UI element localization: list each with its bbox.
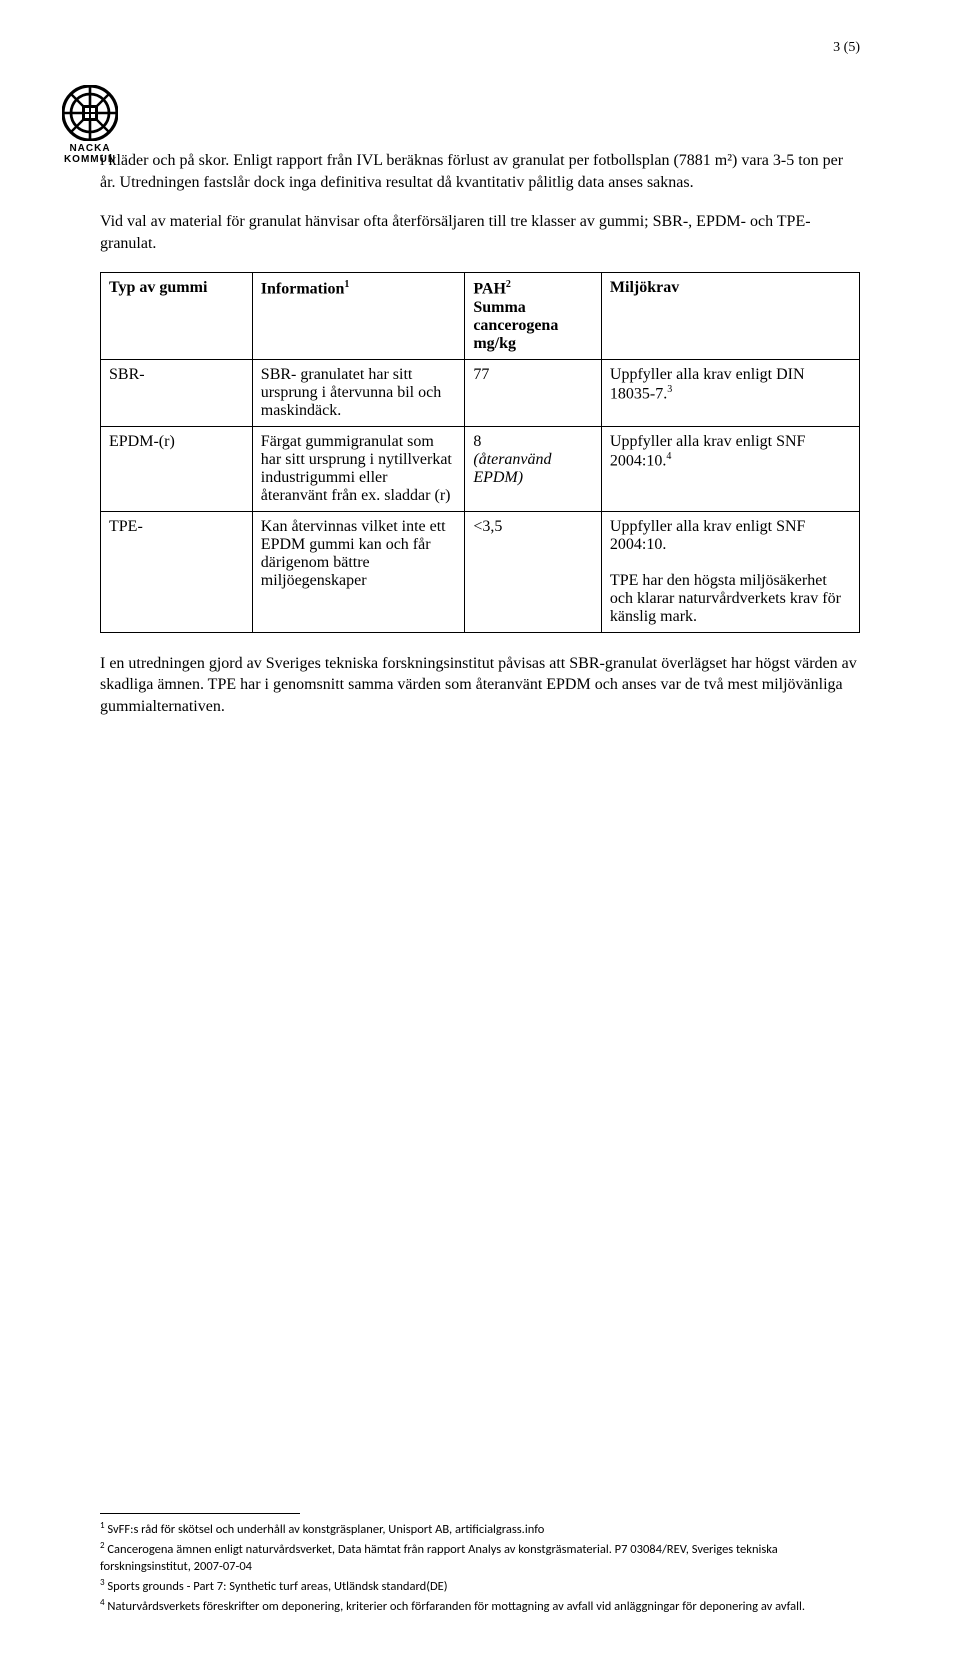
- footnote-3-text: Sports grounds - Part 7: Synthetic turf …: [105, 1579, 448, 1594]
- cell-tpe-krav-b: TPE har den högsta miljösäkerhet och kla…: [610, 572, 841, 625]
- granulat-table: Typ av gummi Information1 PAH2 Summa can…: [100, 272, 860, 632]
- cell-epdm-pah-note: (återanvänd EPDM): [473, 451, 551, 486]
- cell-tpe-pah: <3,5: [465, 511, 602, 632]
- footnote-divider: [100, 1513, 300, 1514]
- cell-epdm-info: Färgat gummigranulat som har sitt urspru…: [252, 426, 465, 511]
- cell-tpe-name: TPE-: [101, 511, 253, 632]
- header-pah-sup: 2: [506, 279, 511, 290]
- cell-sbr-info: SBR- granulatet har sitt ursprung i åter…: [252, 359, 465, 426]
- footnote-2-text: Cancerogena ämnen enligt naturvårdsverke…: [100, 1542, 778, 1574]
- header-information: Information1: [252, 273, 465, 359]
- cell-epdm-name: EPDM-(r): [101, 426, 253, 511]
- globe-icon: [62, 85, 118, 141]
- footnote-1-text: SvFF:s råd för skötsel och underhåll av …: [105, 1522, 545, 1537]
- footnote-4: 4 Naturvårdsverkets föreskrifter om depo…: [100, 1597, 860, 1616]
- paragraph-conclusion: I en utredningen gjord av Sveriges tekni…: [100, 653, 860, 718]
- header-pah: PAH2 Summa cancerogena mg/kg: [465, 273, 602, 359]
- logo-line1: NACKA: [69, 143, 110, 154]
- table-header-row: Typ av gummi Information1 PAH2 Summa can…: [101, 273, 860, 359]
- logo-text: NACKA KOMMUN: [55, 143, 125, 165]
- footnotes: 1 SvFF:s råd för skötsel och underhåll a…: [100, 1513, 860, 1617]
- cell-tpe-krav-a: Uppfyller alla krav enligt SNF 2004:10.: [610, 518, 806, 553]
- header-typ: Typ av gummi: [101, 273, 253, 359]
- cell-epdm-krav-text: Uppfyller alla krav enligt SNF 2004:10.: [610, 433, 806, 469]
- header-info-text: Information: [261, 281, 345, 298]
- cell-tpe-krav: Uppfyller alla krav enligt SNF 2004:10. …: [601, 511, 859, 632]
- cell-epdm-pah: 8 (återanvänd EPDM): [465, 426, 602, 511]
- footnote-2: 2 Cancerogena ämnen enligt naturvårdsver…: [100, 1540, 860, 1576]
- footnote-3: 3 Sports grounds - Part 7: Synthetic tur…: [100, 1577, 860, 1596]
- header-pah-text: PAH: [473, 281, 506, 298]
- cell-sbr-name: SBR-: [101, 359, 253, 426]
- cell-sbr-krav-sup: 3: [667, 384, 672, 395]
- paragraph-materials: Vid val av material för granulat hänvisa…: [100, 211, 860, 254]
- page-number: 3 (5): [833, 40, 860, 56]
- header-miljokrav: Miljökrav: [601, 273, 859, 359]
- cell-sbr-krav: Uppfyller alla krav enligt DIN 18035-7.3: [601, 359, 859, 426]
- header-info-sup: 1: [344, 279, 349, 290]
- table-row-sbr: SBR- SBR- granulatet har sitt ursprung i…: [101, 359, 860, 426]
- table-row-epdm: EPDM-(r) Färgat gummigranulat som har si…: [101, 426, 860, 511]
- footnote-1: 1 SvFF:s råd för skötsel och underhåll a…: [100, 1520, 860, 1539]
- logo-line2: KOMMUN: [64, 154, 116, 165]
- nacka-logo: NACKA KOMMUN: [55, 85, 125, 165]
- cell-tpe-info: Kan återvinnas vilket inte ett EPDM gumm…: [252, 511, 465, 632]
- cell-epdm-krav-sup: 4: [666, 451, 671, 462]
- table-row-tpe: TPE- Kan återvinnas vilket inte ett EPDM…: [101, 511, 860, 632]
- document-body: i kläder och på skor. Enligt rapport frå…: [100, 150, 860, 717]
- paragraph-intro: i kläder och på skor. Enligt rapport frå…: [100, 150, 860, 193]
- cell-sbr-pah: 77: [465, 359, 602, 426]
- footnote-4-text: Naturvårdsverkets föreskrifter om depone…: [105, 1599, 805, 1614]
- cell-epdm-krav: Uppfyller alla krav enligt SNF 2004:10.4: [601, 426, 859, 511]
- cell-sbr-krav-text: Uppfyller alla krav enligt DIN 18035-7.: [610, 366, 805, 402]
- cell-epdm-pah-num: 8: [473, 433, 481, 450]
- header-pah-rest: Summa cancerogena mg/kg: [473, 299, 558, 352]
